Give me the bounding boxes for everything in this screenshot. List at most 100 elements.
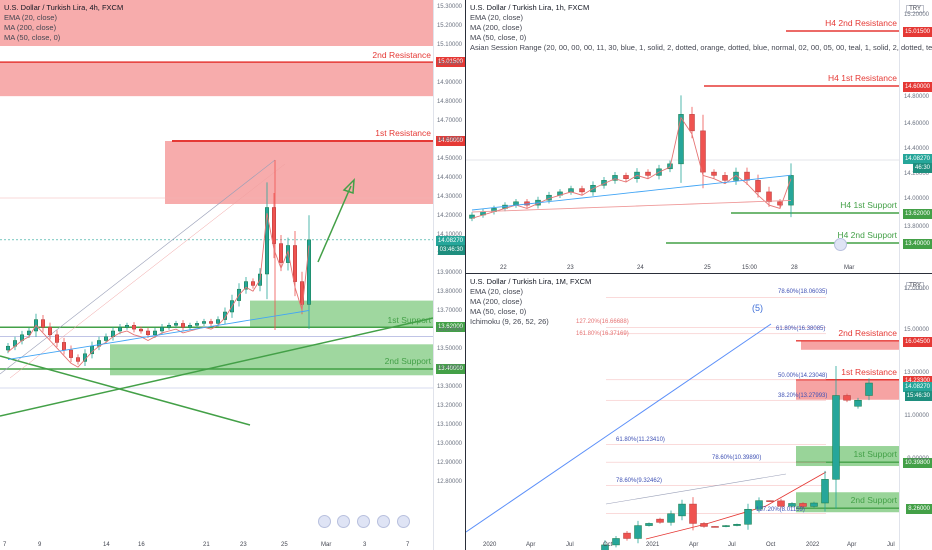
time-axis-label: 24 bbox=[637, 265, 644, 271]
candle bbox=[601, 544, 609, 550]
time-axis-label: Jul bbox=[887, 542, 895, 548]
candle bbox=[568, 188, 574, 193]
candle bbox=[181, 323, 185, 328]
axis-tick: 13.50000 bbox=[436, 346, 462, 352]
ema-line bbox=[7, 213, 310, 368]
legend-title[interactable]: U.S. Dollar / Turkish Lira, 1h, FXCM bbox=[470, 3, 590, 12]
event-flag-icon[interactable] bbox=[337, 515, 350, 528]
currency-label: TRY bbox=[906, 282, 924, 290]
time-axis-label: 28 bbox=[791, 265, 798, 271]
legend-indicator[interactable]: MA (50, close, 0) bbox=[470, 33, 527, 42]
price-axis[interactable] bbox=[899, 274, 932, 550]
candle bbox=[104, 336, 108, 341]
axis-tick: 9.00000 bbox=[907, 456, 929, 462]
chart-panel-4h[interactable]: U.S. Dollar / Turkish Lira, 4h, FXCM EMA … bbox=[0, 0, 465, 550]
legend-indicator[interactable]: Ichimoku (9, 26, 52, 26) bbox=[470, 317, 549, 326]
time-axis-label: 23 bbox=[567, 265, 574, 271]
last-price-tag: 14.08270 bbox=[902, 154, 932, 164]
level-label: 1st Resistance bbox=[841, 366, 897, 377]
fan-line bbox=[0, 159, 276, 375]
candle bbox=[766, 191, 772, 203]
axis-tick: 14.40000 bbox=[903, 146, 929, 152]
price-tag: 16.04500 bbox=[902, 336, 932, 347]
axis-tick: 14.40000 bbox=[436, 175, 462, 181]
candle bbox=[48, 326, 52, 336]
panel-divider-horizontal[interactable] bbox=[466, 273, 932, 274]
legend-title[interactable]: U.S. Dollar / Turkish Lira, 4h, FXCM bbox=[4, 3, 124, 12]
event-flag-icon[interactable] bbox=[377, 515, 390, 528]
candle bbox=[202, 321, 206, 324]
candle bbox=[733, 171, 739, 181]
price-axis[interactable] bbox=[433, 0, 465, 550]
candle bbox=[265, 207, 269, 275]
level-label: H4 1st Support bbox=[840, 200, 897, 210]
candle bbox=[623, 175, 629, 179]
legend-indicator[interactable]: EMA (20, close) bbox=[470, 13, 523, 22]
candle bbox=[272, 207, 276, 244]
event-flag-icon[interactable] bbox=[357, 515, 370, 528]
panel-divider-vertical[interactable] bbox=[465, 0, 466, 550]
level-label: 2nd Support bbox=[850, 495, 897, 506]
legend-indicator[interactable]: EMA (20, close) bbox=[470, 287, 523, 296]
ma-line bbox=[471, 199, 792, 213]
fib-label: 61.80%(16.38085) bbox=[776, 325, 826, 332]
axis-tick: 13.10000 bbox=[436, 422, 462, 428]
legend-indicator[interactable]: MA (50, close, 0) bbox=[4, 33, 61, 42]
candle bbox=[279, 243, 283, 263]
level-label: 2nd Support bbox=[384, 356, 431, 366]
axis-tick: 15.20000 bbox=[903, 12, 929, 18]
axis-tick: 14.80000 bbox=[436, 99, 462, 105]
candle bbox=[244, 281, 248, 290]
candle bbox=[195, 323, 199, 326]
axis-tick: 13.80000 bbox=[436, 289, 462, 295]
price-axis[interactable] bbox=[899, 0, 932, 273]
legend-indicator[interactable]: MA (50, close, 0) bbox=[470, 307, 527, 316]
candle bbox=[645, 171, 651, 176]
legend-indicator[interactable]: Asian Session Range (20, 00, 00, 00, 11,… bbox=[470, 43, 932, 52]
chart-panel-1m[interactable]: U.S. Dollar / Turkish Lira, 1M, FXCM EMA … bbox=[466, 274, 932, 550]
fib-label: 161.80%(16.37169) bbox=[576, 330, 629, 337]
candle bbox=[755, 500, 763, 510]
legend-indicator[interactable]: MA (200, close) bbox=[470, 23, 523, 32]
chart-canvas-1m[interactable] bbox=[466, 274, 932, 550]
level-label: 2nd Resistance bbox=[838, 327, 897, 338]
fib-label: 50.00%(14.23048) bbox=[778, 372, 828, 379]
axis-tick: 12.80000 bbox=[436, 479, 462, 485]
level-label: 1st Support bbox=[387, 315, 431, 326]
legend-indicator[interactable]: MA (200, close) bbox=[470, 297, 523, 306]
legend-title[interactable]: U.S. Dollar / Turkish Lira, 1M, FXCM bbox=[470, 277, 592, 286]
ma-line bbox=[471, 174, 792, 211]
axis-tick: 13.00000 bbox=[903, 370, 929, 376]
countdown-tag: 46:30 bbox=[912, 163, 932, 173]
chart-canvas-1h[interactable] bbox=[466, 0, 932, 273]
axis-tick: 14.30000 bbox=[436, 194, 462, 200]
level-label: 1st Resistance bbox=[375, 128, 431, 138]
candle bbox=[153, 330, 157, 336]
candle bbox=[27, 330, 31, 336]
level-label: H4 1st Resistance bbox=[828, 73, 897, 83]
candle bbox=[788, 503, 796, 507]
event-flag-icon[interactable] bbox=[397, 515, 410, 528]
resistance-zone bbox=[0, 0, 433, 46]
chart-panel-1h[interactable]: U.S. Dollar / Turkish Lira, 1h, FXCM EMA … bbox=[466, 0, 932, 273]
legend-indicator[interactable]: EMA (20, close) bbox=[4, 13, 57, 22]
candle bbox=[843, 395, 851, 401]
time-axis-label: 2022 bbox=[806, 542, 820, 548]
legend-indicator[interactable]: MA (200, close) bbox=[4, 23, 57, 32]
chart-legend: U.S. Dollar / Turkish Lira, 1h, FXCM EMA … bbox=[470, 3, 932, 53]
chart-canvas-4h[interactable] bbox=[0, 0, 465, 550]
axis-tick: 15.00000 bbox=[436, 61, 462, 67]
last-price-tag: 14.08270 bbox=[902, 382, 932, 393]
event-flag-icon[interactable] bbox=[834, 238, 847, 251]
support-zone bbox=[110, 344, 433, 376]
candle bbox=[41, 319, 45, 328]
candle bbox=[700, 130, 706, 173]
time-axis-label: Jul bbox=[728, 542, 736, 548]
event-flag-icon[interactable] bbox=[318, 515, 331, 528]
time-axis-label: 2020 bbox=[483, 542, 497, 548]
axis-tick: 13.30000 bbox=[436, 384, 462, 390]
ma-line bbox=[7, 310, 310, 360]
axis-tick: 14.20000 bbox=[436, 213, 462, 219]
candle bbox=[755, 180, 761, 193]
candle bbox=[216, 319, 220, 324]
